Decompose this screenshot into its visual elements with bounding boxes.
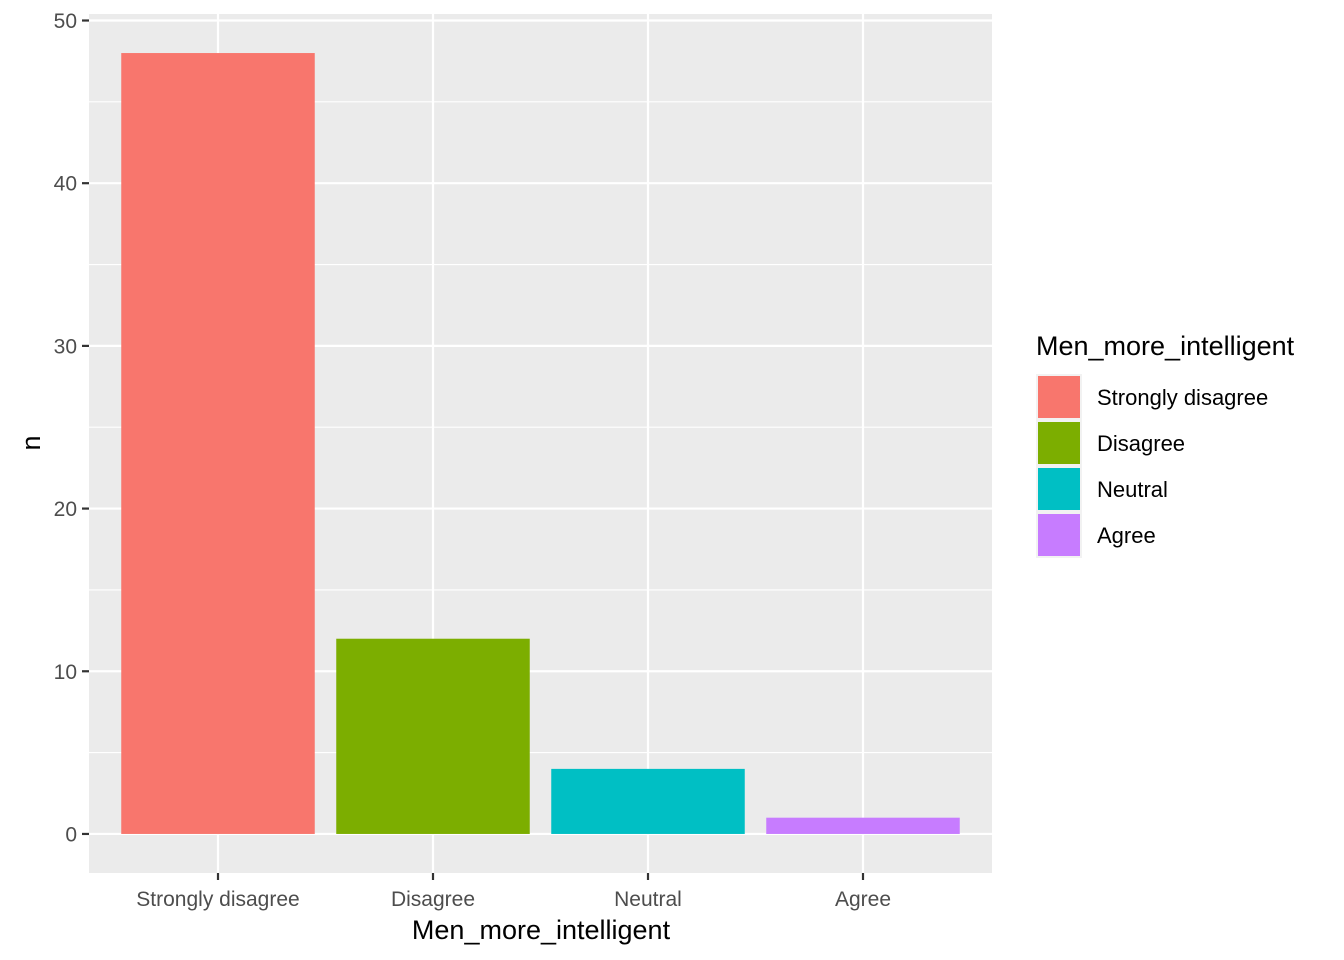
y-tick-label: 10: [54, 661, 77, 684]
y-tick-label: 30: [54, 335, 77, 358]
bar: [121, 53, 315, 834]
legend-swatch: [1038, 422, 1080, 464]
legend-item-label: Disagree: [1097, 431, 1185, 456]
y-tick-label: 50: [54, 10, 77, 33]
bar: [336, 638, 530, 834]
x-tick-label: Neutral: [614, 888, 682, 911]
legend-item-label: Strongly disagree: [1097, 385, 1268, 410]
legend-swatch: [1038, 468, 1080, 510]
x-tick-label: Disagree: [391, 888, 475, 911]
bar: [551, 768, 745, 834]
bar: [766, 817, 960, 834]
legend-item-label: Agree: [1097, 523, 1156, 548]
legend: Men_more_intelligent Strongly disagree Di…: [1036, 331, 1295, 558]
y-axis: 0 10 20 30 40 50: [54, 10, 89, 846]
bars: [121, 53, 960, 834]
y-axis-title: n: [16, 435, 46, 450]
legend-swatch: [1038, 514, 1080, 556]
y-tick-label: 20: [54, 498, 77, 521]
legend-title: Men_more_intelligent: [1036, 331, 1295, 361]
y-tick-label: 0: [65, 823, 77, 846]
x-tick-label: Strongly disagree: [136, 888, 299, 911]
x-axis-title: Men_more_intelligent: [412, 915, 671, 945]
x-tick-label: Agree: [835, 888, 891, 911]
legend-swatch: [1038, 376, 1080, 418]
legend-item-label: Neutral: [1097, 477, 1168, 502]
x-axis: Strongly disagree Disagree Neutral Agree: [136, 873, 891, 911]
y-tick-label: 40: [54, 173, 77, 196]
